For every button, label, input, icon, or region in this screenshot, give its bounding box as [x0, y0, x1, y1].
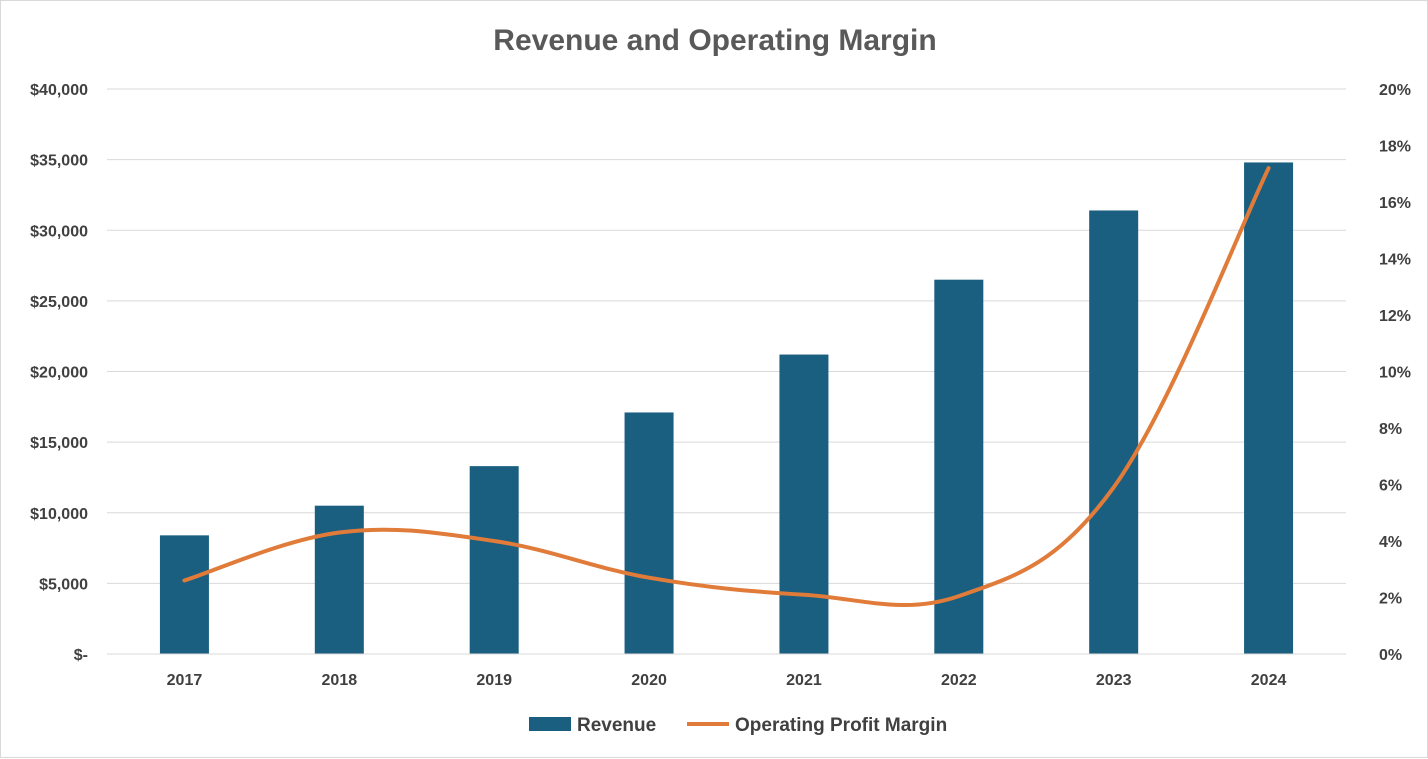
revenue-bar [314, 505, 364, 654]
revenue-bar [1089, 210, 1139, 654]
x-tick-label: 2020 [631, 672, 667, 689]
x-tick-label: 2022 [941, 672, 977, 689]
legend-revenue-swatch [529, 717, 571, 731]
margin-line-path [182, 166, 1271, 607]
y-right-tick-label: 8% [1379, 421, 1402, 438]
revenue-bars [159, 162, 1294, 654]
x-axis: 2017 2018 2019 2020 2021 2022 2023 2024 [107, 653, 1346, 689]
revenue-bar [469, 466, 519, 654]
y-right-tick-label: 2% [1379, 591, 1402, 608]
revenue-bar [779, 354, 829, 654]
y-right-tick-label: 14% [1379, 252, 1411, 269]
y-left-tick-label: $15,000 [30, 435, 88, 452]
y-left-tick-label: $35,000 [30, 153, 88, 170]
y-left-tick-label: $10,000 [30, 506, 88, 523]
y-left-tick-label: $40,000 [30, 82, 88, 99]
legend-margin-label: Operating Profit Margin [735, 715, 947, 736]
y-right-tick-label: 16% [1379, 195, 1411, 212]
x-tick-label: 2021 [786, 672, 822, 689]
legend-revenue-label: Revenue [577, 715, 656, 736]
y-left-tick-label: $5,000 [39, 576, 88, 593]
right-axis: 0% 2% 4% 6% 8% 10% 12% 14% 16% 18% 20% [1379, 82, 1411, 664]
y-right-tick-label: 18% [1379, 139, 1411, 156]
y-right-tick-label: 4% [1379, 534, 1402, 551]
margin-line [182, 166, 1271, 607]
x-tick-label: 2023 [1096, 672, 1132, 689]
x-tick-label: 2017 [167, 672, 203, 689]
y-right-tick-label: 12% [1379, 308, 1411, 325]
y-right-tick-label: 20% [1379, 82, 1411, 99]
x-tick-label: 2019 [476, 672, 512, 689]
y-right-tick-label: 6% [1379, 478, 1402, 495]
gridlines [107, 88, 1346, 655]
legend: Revenue Operating Profit Margin [529, 715, 947, 736]
y-left-tick-label: $30,000 [30, 223, 88, 240]
y-left-tick-label: $- [74, 647, 88, 664]
revenue-bar [624, 412, 674, 654]
y-left-tick-label: $20,000 [30, 365, 88, 382]
y-right-tick-label: 0% [1379, 647, 1402, 664]
revenue-bar [159, 535, 209, 654]
revenue-bar [1244, 162, 1294, 654]
x-tick-label: 2018 [322, 672, 358, 689]
y-right-tick-label: 10% [1379, 365, 1411, 382]
x-tick-label: 2024 [1251, 672, 1287, 689]
y-left-tick-label: $25,000 [30, 294, 88, 311]
left-axis: $- $5,000 $10,000 $15,000 $20,000 $25,000 $30,… [30, 82, 88, 664]
chart-title: Revenue and Operating Margin [493, 24, 936, 57]
